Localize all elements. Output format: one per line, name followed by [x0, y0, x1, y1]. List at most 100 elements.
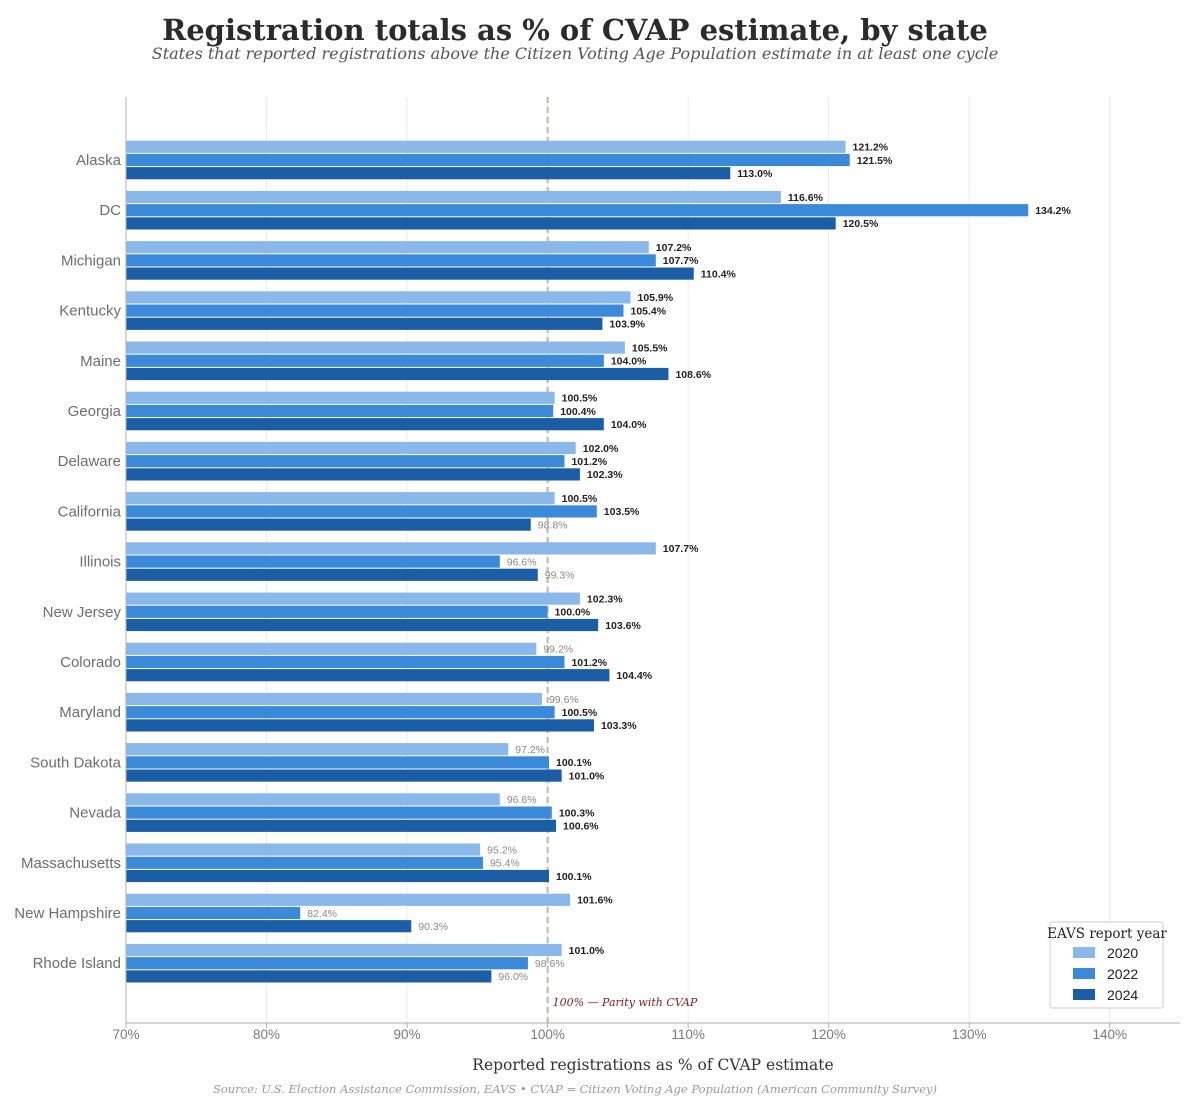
- bar-2020: [126, 391, 555, 404]
- value-label: 116.6%: [788, 192, 824, 204]
- category-label: Massachusetts: [21, 855, 121, 872]
- category-label: Colorado: [60, 654, 121, 671]
- value-label: 108.6%: [675, 369, 711, 381]
- bar-2022: [126, 655, 565, 669]
- bar-2022: [126, 605, 548, 618]
- bar-2024: [126, 568, 538, 581]
- value-label: 98.6%: [535, 958, 565, 970]
- bar-2022: [126, 455, 565, 468]
- bar-2024: [126, 618, 599, 632]
- category-label: Rhode Island: [33, 955, 121, 972]
- value-label: 82.4%: [307, 908, 337, 920]
- value-label: 105.5%: [632, 342, 668, 354]
- bar-2024: [126, 869, 550, 883]
- axes: 70% 80% 90% 100% 110% 120% 130% 140% Alaska DC Mic…: [14, 97, 1180, 1042]
- x-tick-label-130: 130%: [952, 1027, 987, 1042]
- x-tick-label-110: 110%: [671, 1027, 705, 1042]
- value-label: 134.2%: [1035, 205, 1071, 217]
- bar-2020: [126, 441, 576, 455]
- value-label: 100.4%: [560, 406, 596, 418]
- parity-reference-label: 100% — Parity with CVAP: [553, 996, 698, 1009]
- category-label: Maryland: [59, 704, 121, 721]
- value-label: 99.2%: [543, 644, 573, 656]
- bar-2020: [126, 843, 481, 856]
- bar-2020: [126, 893, 571, 906]
- category-label: Delaware: [58, 453, 121, 470]
- bar-2022: [126, 505, 597, 518]
- value-label: 113.0%: [737, 168, 773, 180]
- bar-2020: [126, 943, 562, 957]
- category-label: DC: [99, 202, 121, 219]
- category-label: South Dakota: [30, 754, 122, 771]
- category-label: Georgia: [68, 403, 122, 420]
- value-label: 103.6%: [605, 620, 641, 632]
- category-label: Illinois: [79, 554, 121, 571]
- value-label: 103.5%: [604, 506, 640, 518]
- bar-2024: [126, 970, 492, 983]
- legend-title: EAVS report year: [1047, 926, 1167, 942]
- value-label: 110.4%: [701, 268, 737, 280]
- value-label: 121.2%: [853, 142, 889, 154]
- bar-2020: [126, 241, 649, 254]
- value-label: 95.2%: [487, 844, 517, 856]
- bar-2024: [126, 669, 610, 682]
- value-label: 103.3%: [601, 720, 637, 732]
- value-label: 104.0%: [611, 356, 647, 368]
- chart-subtitle: States that reported registrations above…: [152, 44, 999, 63]
- x-tick-label-90: 90%: [394, 1027, 421, 1042]
- bar-2024: [126, 769, 562, 782]
- bar-2022: [126, 304, 624, 317]
- bar-2020: [126, 592, 580, 605]
- value-label: 97.2%: [515, 744, 545, 756]
- bar-2024: [126, 518, 531, 531]
- value-label: 100.3%: [559, 807, 595, 819]
- legend-swatch-2024: [1073, 989, 1095, 1000]
- value-label: 102.0%: [583, 443, 619, 455]
- x-tick-label-140: 140%: [1092, 1027, 1127, 1042]
- value-label: 103.9%: [609, 319, 645, 331]
- bar-2024: [126, 317, 603, 330]
- bar-2024: [126, 267, 694, 280]
- category-label: California: [58, 503, 122, 520]
- x-tick-label-100: 100%: [530, 1027, 565, 1042]
- x-tick-label-80: 80%: [253, 1027, 280, 1042]
- bar-2020: [126, 692, 542, 706]
- category-label: New Hampshire: [14, 905, 121, 922]
- bar-2020: [126, 291, 631, 304]
- bar-2020: [126, 542, 656, 555]
- category-label: Nevada: [69, 805, 121, 822]
- value-label: 100.0%: [555, 607, 591, 619]
- category-label: Maine: [80, 353, 121, 370]
- value-label: 100.1%: [556, 871, 592, 883]
- value-label: 99.6%: [549, 694, 579, 706]
- bar-2024: [126, 920, 412, 933]
- value-label: 107.2%: [656, 242, 692, 254]
- legend: EAVS report year 2020 2022 2024: [1047, 921, 1167, 1009]
- value-label: 101.0%: [569, 945, 605, 957]
- bar-2020: [126, 642, 537, 655]
- value-label: 99.3%: [545, 570, 575, 582]
- legend-swatch-2022: [1073, 968, 1095, 979]
- bar-2024: [126, 367, 669, 381]
- category-label: New Jersey: [43, 604, 122, 621]
- bar-2022: [126, 153, 850, 167]
- bar-2024: [126, 819, 557, 832]
- bar-2020: [126, 743, 509, 756]
- value-label: 107.7%: [663, 543, 699, 555]
- bar-2024: [126, 167, 731, 180]
- bar-2024: [126, 217, 836, 230]
- value-label: 96.0%: [498, 971, 528, 983]
- bar-2022: [126, 756, 550, 769]
- bar-2022: [126, 354, 604, 367]
- value-label: 100.5%: [562, 707, 598, 719]
- value-label: 101.2%: [571, 657, 607, 669]
- bar-2020: [126, 793, 500, 806]
- legend-label-2022: 2022: [1107, 966, 1138, 982]
- value-label: 107.7%: [663, 255, 699, 267]
- category-label: Alaska: [76, 152, 122, 169]
- bar-2024: [126, 418, 604, 431]
- bar-2022: [126, 957, 528, 970]
- bar-2022: [126, 806, 552, 819]
- category-label: Kentucky: [59, 303, 121, 320]
